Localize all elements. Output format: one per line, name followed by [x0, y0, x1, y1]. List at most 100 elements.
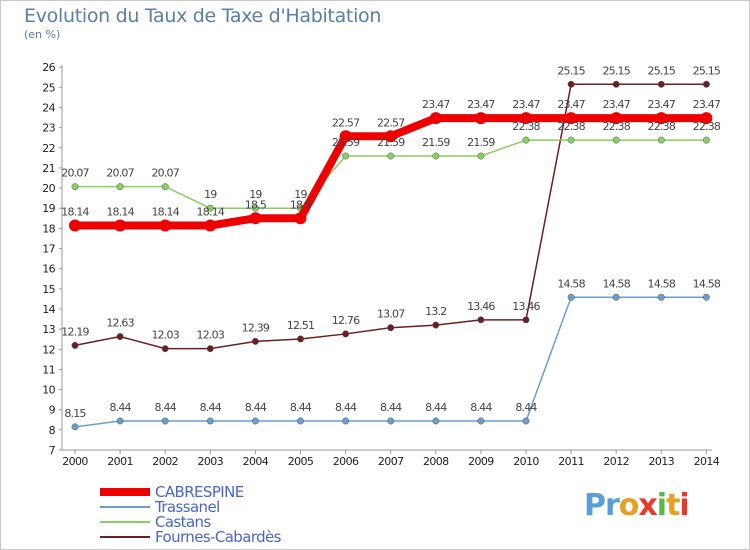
data-point [71, 423, 79, 431]
data-label: 8.15 [64, 407, 86, 420]
data-point [206, 345, 214, 353]
data-label: 8.44 [200, 401, 222, 414]
y-tick-label: 13 [42, 323, 55, 336]
data-point [297, 335, 304, 343]
chart-title: Evolution du Taux de Taxe d'Habitation [24, 5, 382, 27]
logo-letter: x [638, 488, 657, 523]
data-point [294, 212, 307, 225]
data-point [522, 136, 530, 144]
data-point [206, 417, 214, 425]
legend-label: Fournes-Cabardès [155, 528, 282, 546]
data-point [161, 183, 169, 191]
x-tick-label: 2006 [333, 455, 359, 468]
data-point [161, 345, 169, 353]
x-tick-label: 2013 [648, 455, 674, 468]
data-point [251, 337, 259, 345]
data-point [702, 80, 710, 88]
data-point [204, 219, 217, 232]
data-label: 8.44 [380, 401, 402, 414]
data-point [387, 152, 395, 160]
data-label: 13.2 [425, 305, 446, 318]
data-label: 25.15 [648, 64, 676, 77]
data-label: 23.47 [467, 98, 495, 111]
x-tick-label: 2004 [243, 455, 269, 468]
data-point [432, 321, 440, 329]
data-point [384, 130, 397, 143]
data-label: 18.5 [290, 198, 312, 211]
x-tick-label: 2003 [197, 455, 223, 468]
data-point [477, 152, 485, 160]
logo-letter: r [605, 488, 620, 523]
y-tick-label: 18 [42, 222, 55, 235]
data-label: 8.44 [425, 401, 447, 414]
x-tick-label: 2000 [62, 455, 88, 468]
data-point [116, 333, 124, 341]
legend-swatch [100, 521, 150, 523]
data-point [567, 293, 575, 301]
data-label: 20.07 [61, 167, 89, 180]
y-tick-label: 14 [42, 303, 55, 316]
data-point [342, 417, 350, 425]
data-label: 8.44 [290, 401, 312, 414]
data-label: 18.14 [151, 206, 179, 219]
data-point [565, 112, 578, 125]
data-label: 25.15 [693, 64, 721, 77]
data-point [206, 204, 214, 212]
data-point [251, 204, 259, 212]
logo-letter: P [584, 488, 606, 523]
data-label: 22.38 [512, 120, 540, 133]
data-point [655, 112, 668, 125]
data-point [477, 316, 485, 324]
x-tick-label: 2008 [423, 455, 449, 468]
data-label: 14.58 [602, 277, 630, 290]
legend-swatch [100, 488, 150, 496]
x-tick-label: 2005 [288, 455, 314, 468]
y-tick-label: 20 [42, 182, 55, 195]
data-point [657, 293, 665, 301]
data-point [69, 219, 81, 232]
y-tick-label: 15 [42, 283, 55, 296]
legend-label: Castans [155, 513, 211, 531]
y-tick-label: 11 [42, 363, 55, 376]
data-point [522, 417, 530, 425]
data-label: 18.14 [61, 206, 89, 219]
data-point [657, 136, 665, 144]
data-point [567, 80, 575, 88]
data-point [387, 324, 395, 332]
data-label: 22.57 [377, 116, 405, 129]
data-point [702, 293, 710, 301]
data-label: 21.59 [422, 136, 450, 149]
x-tick-label: 2002 [152, 455, 178, 468]
data-point [297, 417, 304, 425]
data-label: 22.57 [332, 116, 360, 129]
y-tick-label: 9 [49, 404, 56, 417]
data-point [474, 112, 487, 125]
data-label: 18.14 [197, 206, 225, 219]
data-point [567, 136, 575, 144]
data-label: 13.46 [467, 300, 495, 313]
legend-swatch [100, 536, 150, 538]
data-point [71, 341, 79, 349]
data-point [612, 80, 620, 88]
data-label: 21.59 [467, 136, 495, 149]
data-label: 14.58 [693, 277, 721, 290]
data-label: 18.14 [106, 206, 134, 219]
y-tick-label: 23 [42, 122, 55, 135]
data-point [251, 417, 259, 425]
data-point [700, 112, 713, 125]
chart-unit-label: (en %) [24, 28, 61, 41]
data-label: 12.76 [332, 314, 360, 327]
data-point [612, 293, 620, 301]
data-point [114, 219, 127, 232]
data-point [387, 417, 395, 425]
data-point [477, 417, 485, 425]
legend-label: CABRESPINE [155, 483, 244, 501]
logo-letter: o [618, 488, 640, 523]
logo-letter: i [656, 488, 667, 523]
x-tick-label: 2010 [513, 455, 539, 468]
data-label: 14.58 [557, 277, 585, 290]
y-tick-label: 17 [42, 243, 55, 256]
data-label: 8.44 [245, 401, 267, 414]
